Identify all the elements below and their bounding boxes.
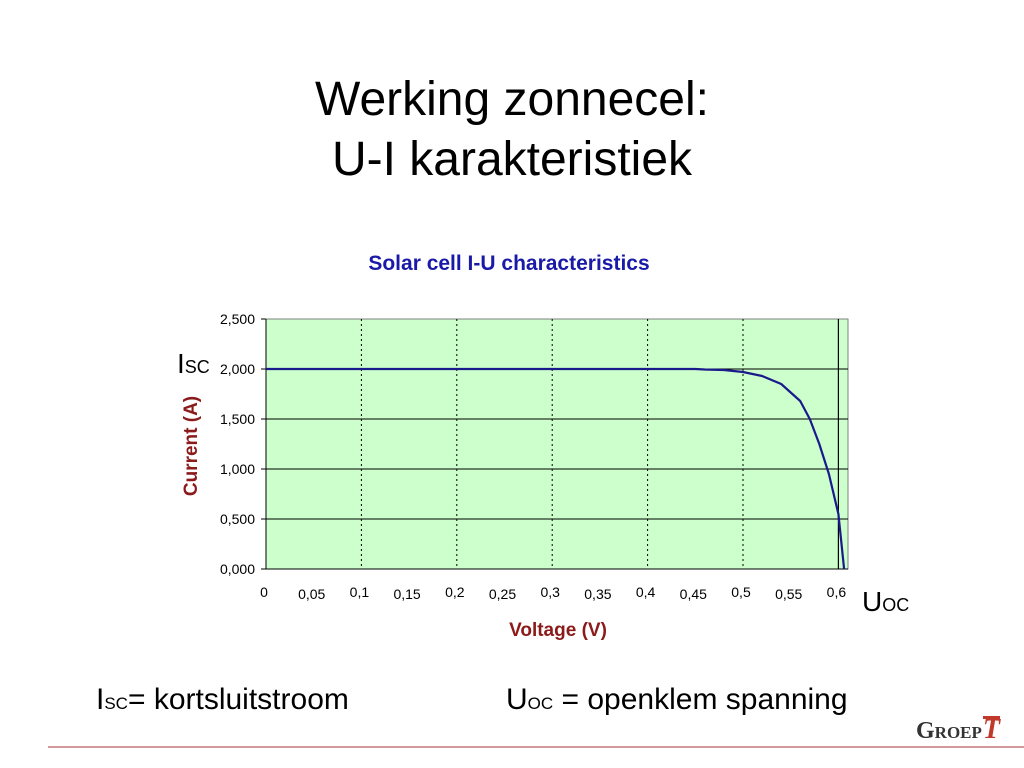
- slide-title: Werking zonnecel: U-I karakteristiek: [0, 70, 1024, 190]
- y-tick-labels: 0,000 0,500 1,000 1,500 2,000 2,500: [220, 311, 255, 577]
- plot-area: [265, 318, 849, 570]
- caption-uoc-main: U: [506, 683, 528, 716]
- caption-isc-text: = kortsluitstroom: [127, 683, 349, 716]
- y-axis-label: Current (A): [181, 396, 202, 496]
- footer-rule: [48, 746, 1024, 748]
- isc-symbol: ISC: [177, 348, 210, 380]
- x-tick-label: 0,4: [636, 584, 656, 600]
- x-tick-label: 0,15: [393, 586, 420, 602]
- isc-symbol-main: I: [177, 348, 185, 379]
- caption-uoc-text: = openklem spanning: [553, 683, 848, 716]
- iu-curve: [266, 367, 846, 570]
- x-tick-label: 0,05: [298, 586, 325, 602]
- logo-g: G: [916, 718, 935, 744]
- logo-rest: ROEP: [934, 723, 982, 742]
- caption-isc-sub: SC: [104, 694, 128, 713]
- slide-title-line1: Werking zonnecel:: [315, 73, 709, 126]
- chart-title: Solar cell I-U characteristics: [368, 252, 649, 275]
- y-tick-label: 0,500: [220, 511, 255, 527]
- y-tick-label: 0,000: [220, 561, 255, 577]
- x-axis-label: Voltage (V): [509, 620, 607, 641]
- x-tick-label: 0: [260, 584, 268, 600]
- y-tick-label: 1,500: [220, 411, 255, 427]
- uoc-symbol-main: U: [862, 586, 883, 617]
- uoc-symbol: UOC: [862, 586, 909, 618]
- x-tick-label: 0,5: [731, 584, 751, 600]
- logo-t: T: [982, 714, 1001, 745]
- caption-uoc: UOC = openklem spanning: [506, 683, 848, 717]
- x-tick-label: 0,45: [680, 586, 707, 602]
- x-tick-label: 0,1: [350, 584, 370, 600]
- caption-uoc-sub: OC: [527, 694, 554, 713]
- x-tick-label: 0,3: [540, 584, 560, 600]
- caption-isc: ISC= kortsluitstroom: [96, 683, 349, 717]
- x-tick-label: 0,55: [775, 586, 802, 602]
- y-tick-label: 2,000: [220, 361, 255, 377]
- x-tick-label: 0,25: [489, 586, 516, 602]
- plot-background: [265, 318, 849, 570]
- y-tick-label: 2,500: [220, 311, 255, 327]
- x-tick-label: 0,35: [584, 586, 611, 602]
- y-tick-label: 1,000: [220, 461, 255, 477]
- slide-title-line2: U-I karakteristiek: [331, 133, 693, 186]
- groep-t-logo: GROEPT: [916, 714, 1001, 745]
- uoc-symbol-sub: OC: [882, 595, 910, 615]
- x-tick-label: 0,6: [827, 584, 847, 600]
- x-tick-labels: 0 0,05 0,1 0,15 0,2 0,25 0,3 0,35 0,4 0,45 0,5 0,55…: [260, 584, 846, 602]
- curve-layer: [266, 367, 846, 570]
- caption-isc-main: I: [96, 683, 105, 716]
- isc-symbol-sub: SC: [184, 357, 210, 377]
- x-tick-label: 0,2: [445, 584, 465, 600]
